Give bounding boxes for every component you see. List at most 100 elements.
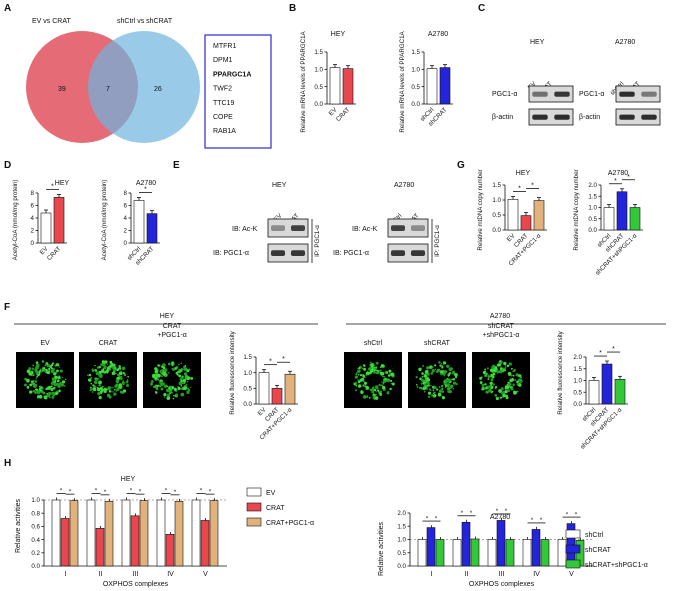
blot-band: [532, 91, 548, 97]
blot-strip: [267, 218, 309, 238]
x-tick-label: IV: [167, 571, 174, 578]
mito-dot: [94, 364, 96, 367]
bar: [417, 539, 427, 567]
mito-dot: [416, 384, 418, 386]
blot-row-label: IB: Ac-K: [352, 226, 378, 233]
y-tick-label: 2.0: [588, 182, 597, 189]
mito-dot: [438, 389, 443, 393]
mito-dot: [51, 377, 56, 381]
mito-dot: [500, 367, 503, 370]
significance-star: *: [60, 488, 63, 495]
mito-dot: [90, 376, 93, 379]
mito-dot: [441, 366, 444, 369]
bar: [507, 199, 519, 231]
y-tick-label: 1.0: [492, 197, 501, 204]
bar: [51, 499, 61, 567]
mito-dot: [122, 389, 127, 393]
significance-star: *: [269, 359, 272, 366]
mito-dot: [28, 367, 32, 371]
mito-dot: [150, 380, 154, 384]
mito-dot: [118, 365, 121, 368]
x-tick-label: II: [465, 571, 469, 578]
mito-dot: [100, 392, 103, 395]
mito-dot: [122, 380, 124, 382]
gene-list-item: PPARGC1A: [213, 71, 251, 78]
image-label: EV: [40, 340, 50, 347]
y-tick-label: 2.0: [573, 354, 582, 361]
mito-dot: [431, 371, 434, 374]
panel-letter-d: D: [4, 160, 11, 171]
mito-dot: [92, 384, 95, 387]
y-tick-label: 4: [31, 215, 35, 222]
bar: [53, 197, 65, 244]
venn-right-title: shCtrl vs shCRAT: [117, 18, 173, 25]
mito-dot: [123, 373, 127, 377]
blot-band: [411, 250, 425, 257]
mito-dot: [112, 386, 114, 389]
significance-star: *: [51, 183, 54, 190]
mito-dot: [507, 389, 511, 393]
gene-list-item: RAB1A: [213, 128, 236, 135]
mito-dot: [189, 386, 192, 388]
mito-dot: [26, 386, 30, 389]
micrograph: [408, 352, 466, 408]
mito-dot: [35, 365, 39, 370]
mito-dot: [91, 391, 94, 393]
mito-dot: [56, 369, 59, 373]
significance-star: *: [200, 488, 203, 495]
legend-swatch: [565, 529, 581, 539]
mito-dot: [167, 389, 169, 391]
mito-dot: [185, 383, 188, 386]
blot-band: [291, 225, 305, 232]
mito-dot: [94, 380, 98, 385]
y-tick-label: 8: [31, 190, 35, 197]
mito-dot: [379, 390, 383, 394]
mito-dot: [427, 384, 430, 387]
mito-dot: [37, 397, 39, 399]
significance-star: *: [144, 187, 147, 194]
mito-dot: [510, 387, 512, 390]
mito-dot: [506, 383, 509, 386]
mito-dot: [103, 389, 107, 394]
mito-dot: [369, 361, 372, 364]
xlabel: OXPHOS complexes: [103, 581, 169, 588]
mito-dot: [380, 364, 385, 368]
mito-dot: [452, 388, 455, 390]
mito-dot: [516, 383, 519, 386]
mito-dot: [113, 392, 117, 396]
mito-dot: [100, 369, 105, 373]
blot-band: [271, 225, 285, 232]
x-tick-label: V: [569, 571, 574, 578]
mito-dot: [490, 375, 493, 378]
mito-dot: [168, 387, 171, 390]
mito-dot: [360, 390, 363, 393]
mito-dot: [157, 378, 160, 381]
mito-dot: [492, 364, 495, 368]
bar: [426, 527, 436, 567]
y-tick-label: 1.5: [243, 354, 252, 361]
mito-dot: [443, 374, 446, 377]
bar: [146, 213, 158, 244]
y-tick-label: 0.6: [31, 524, 40, 531]
mito-dot: [445, 384, 448, 388]
y-tick-label: 1.0: [31, 497, 40, 504]
mito-dot: [432, 392, 435, 394]
mito-dot: [504, 369, 507, 372]
mito-dot: [378, 383, 381, 387]
blot-strip: [615, 108, 661, 126]
mito-dot: [28, 372, 33, 376]
mito-dot: [480, 378, 482, 381]
blot-band: [554, 114, 570, 120]
bar: [470, 538, 480, 567]
blot-band: [619, 91, 635, 97]
mito-dot: [35, 361, 39, 365]
ylabel: Acetyl-CoA (nmol/mg protein): [101, 180, 108, 261]
mito-dot: [481, 383, 485, 387]
bar: [533, 200, 545, 231]
mito-dot: [173, 387, 177, 391]
mito-dot: [183, 367, 188, 371]
mito-dot: [362, 394, 367, 399]
mito-dot: [53, 386, 56, 390]
mito-dot: [434, 368, 437, 371]
mito-dot: [156, 373, 160, 378]
